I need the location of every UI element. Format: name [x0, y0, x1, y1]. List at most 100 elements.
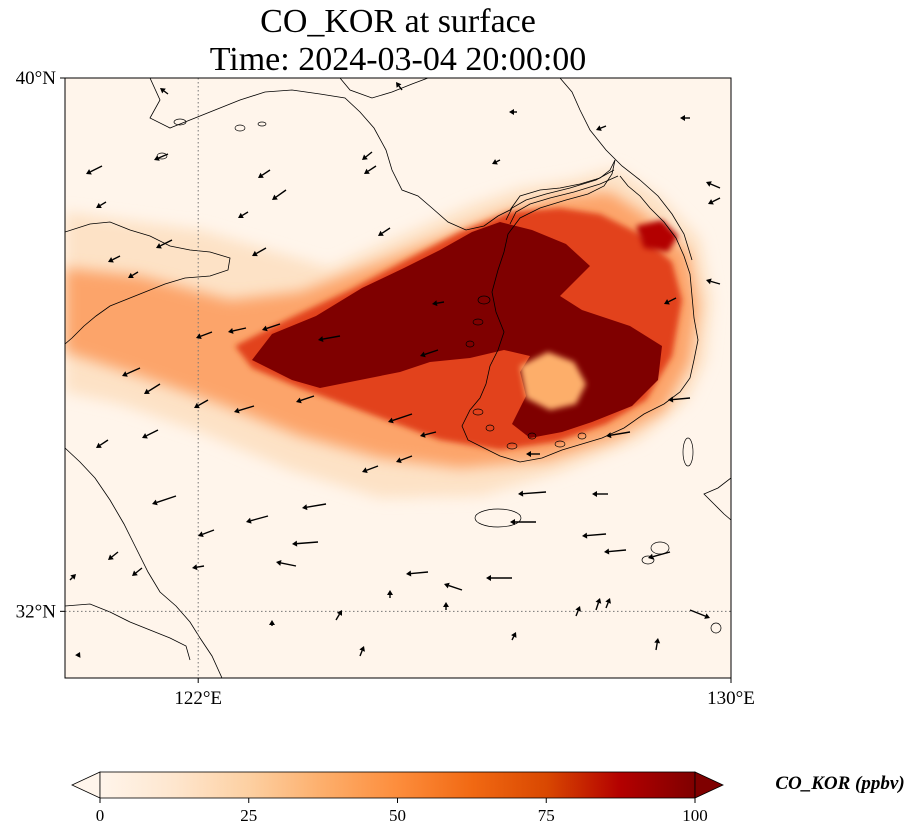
wind-arrow — [362, 465, 379, 474]
wind-arrow — [420, 349, 439, 358]
wind-arrow — [648, 551, 671, 560]
wind-arrow — [96, 439, 109, 448]
island-sw-1 — [472, 408, 484, 416]
island-goto-1 — [650, 541, 670, 555]
wind-arrow — [198, 529, 215, 538]
wind-arrow — [156, 239, 173, 249]
coastline-korea-inner — [505, 169, 615, 221]
island-iki — [710, 622, 722, 634]
island-sw-4 — [527, 432, 537, 440]
wind-arrow — [122, 367, 141, 377]
coastline-kyushu — [703, 477, 731, 521]
coastline-korea-west — [461, 159, 699, 463]
coastline-korea-east — [639, 179, 693, 261]
island-n-2 — [257, 121, 267, 127]
wind-arrow — [359, 646, 365, 657]
colorbar-tick-label: 50 — [389, 806, 406, 825]
wind-arrow — [142, 429, 159, 439]
lon-tick-label: 130°E — [707, 688, 755, 709]
wind-arrow — [258, 169, 271, 178]
wind-arrow — [432, 300, 445, 307]
coastline-korea-north-east — [559, 78, 641, 181]
colorbar-tick-label: 100 — [682, 806, 708, 825]
wind-arrow — [75, 652, 81, 658]
island-w-1 — [477, 295, 491, 305]
title-line-2: Time: 2024-03-04 20:00:00 — [210, 41, 587, 78]
colorbar: 0 25 50 75 100 CO_KOR (ppbv) — [71, 771, 905, 825]
wind-arrow — [276, 560, 297, 567]
wind-arrow — [396, 455, 413, 464]
islands — [156, 118, 722, 634]
wind-arrow — [605, 598, 611, 609]
coastline-yangtze — [65, 603, 191, 661]
wind-arrow — [596, 125, 607, 131]
wind-arrow — [152, 495, 177, 506]
wind-arrow — [246, 515, 269, 524]
island-sw-2 — [485, 424, 495, 432]
wind-arrow — [706, 278, 721, 285]
wind-arrow — [262, 323, 281, 332]
wind-arrow — [128, 271, 139, 278]
colorbar-extend-min — [71, 771, 101, 799]
wind-arrow — [378, 227, 391, 236]
wind-arrow — [387, 590, 393, 598]
wind-arrow — [234, 405, 255, 414]
wind-arrow — [575, 606, 581, 617]
wind-arrow — [335, 610, 342, 621]
wind-arrow — [654, 638, 661, 651]
map-frame — [64, 77, 732, 679]
wind-arrow — [196, 331, 213, 340]
coastline-north — [339, 78, 429, 99]
coastline-jiangsu — [65, 447, 223, 678]
wind-arrow — [664, 297, 677, 305]
lat-tick-label: 40°N — [16, 68, 57, 89]
wind-arrow — [396, 82, 403, 91]
coastlines — [65, 78, 731, 678]
wind-arrow — [192, 564, 205, 571]
wind-arrow — [526, 451, 540, 457]
wind-arrow — [606, 431, 631, 439]
island-w-2 — [472, 318, 484, 326]
wind-arrow — [388, 413, 413, 424]
wind-arrow — [592, 491, 608, 497]
wind-arrow — [510, 519, 536, 525]
plume-hotspot-ne — [636, 220, 678, 252]
island-sw-5 — [554, 440, 566, 448]
wind-arrow — [406, 570, 429, 577]
wind-arrow — [69, 574, 76, 581]
wind-arrow — [96, 201, 107, 208]
wind-arrow — [420, 431, 437, 438]
island-w-3 — [465, 340, 475, 348]
wind-arrow — [668, 396, 691, 403]
plume-hole — [520, 352, 586, 410]
colorbar-extend-max — [694, 771, 724, 799]
wind-arrow — [108, 551, 119, 560]
wind-arrow — [238, 211, 249, 218]
wind-arrow — [228, 327, 247, 334]
concentration-field — [65, 168, 712, 498]
wind-arrow — [486, 575, 512, 581]
wind-arrow — [582, 532, 607, 539]
island-jeju — [474, 508, 522, 528]
wind-arrow — [706, 181, 721, 189]
title-line-1: CO_KOR at surface — [260, 3, 536, 40]
colorbar-tick-label: 75 — [538, 806, 555, 825]
colorbar-gradient — [99, 771, 696, 799]
wind-arrow — [443, 602, 449, 610]
wind-arrow — [509, 109, 517, 115]
wind-arrow — [689, 609, 710, 619]
wind-arrow — [252, 247, 267, 257]
wind-arrow — [680, 115, 690, 121]
wind-arrow — [302, 503, 327, 511]
colorbar-label: CO_KOR (ppbv) — [775, 773, 904, 794]
island-sw-6 — [577, 432, 587, 440]
wind-arrow — [269, 620, 275, 626]
lat-tick-label: 32°N — [16, 601, 57, 622]
wind-arrow — [364, 165, 377, 174]
wind-arrow — [604, 548, 627, 555]
wind-arrow — [194, 399, 209, 409]
wind-arrow — [492, 159, 501, 165]
wind-arrow — [154, 153, 169, 161]
coastline-liaodong — [149, 78, 616, 231]
